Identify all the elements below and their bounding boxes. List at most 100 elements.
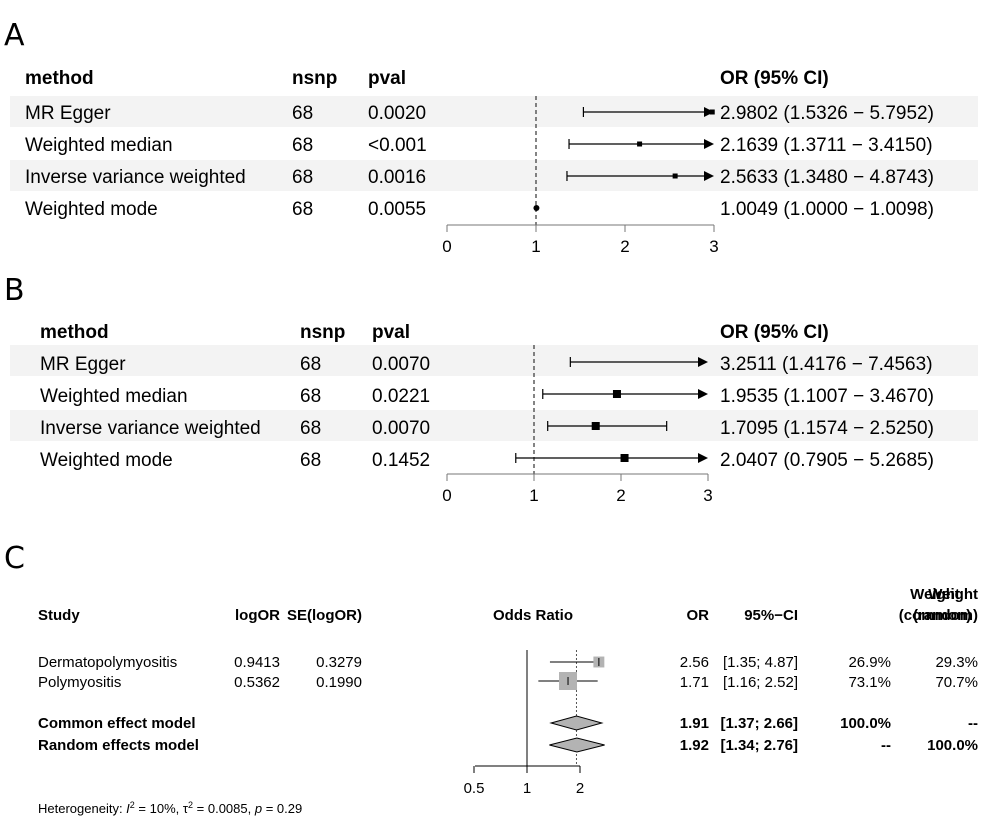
weight-common-value: 26.9%: [848, 654, 891, 671]
ci-value: [1.35; 4.87]: [723, 654, 798, 671]
heterogeneity-note: Heterogeneity: I2 = 10%, τ2 = 0.0085, p …: [38, 800, 302, 816]
i2-superscript: 2: [130, 800, 135, 810]
ci-arrow: [698, 357, 708, 367]
se-value: 0.3279: [316, 654, 362, 671]
nsnp-value: 68: [300, 386, 321, 407]
panel-label-b: B: [4, 273, 25, 308]
x-tick-label: 1: [529, 486, 538, 505]
pval-value: 0.0221: [372, 386, 430, 407]
point-estimate: [591, 422, 600, 430]
nsnp-value: 68: [300, 450, 321, 471]
column-header-method: method: [25, 68, 94, 89]
nsnp-value: 68: [292, 167, 313, 188]
or-ci-label: 2.9802 (1.5326 − 5.7952): [720, 103, 934, 124]
i2-value: = 10%,: [135, 801, 183, 816]
column-header-se: SE(logOR): [287, 607, 362, 624]
pval-value: 0.0055: [368, 199, 426, 220]
x-tick-label: 2: [576, 780, 584, 797]
forest-plot-b: 0 1 2 3: [442, 345, 713, 505]
x-tick-label: 1: [531, 237, 540, 256]
column-header-odds-ratio: Odds Ratio: [493, 607, 573, 624]
ci-value: [1.34; 2.76]: [720, 737, 798, 754]
study-name: Dermatopolymyositis: [38, 654, 177, 671]
column-header-pval: pval: [372, 322, 410, 343]
or-ci-label: 2.0407 (0.7905 − 5.2685): [720, 450, 934, 471]
pval-value: 0.0070: [372, 354, 430, 375]
ci-value: [1.16; 2.52]: [723, 674, 798, 691]
weight-common-value: --: [881, 737, 891, 754]
logor-value: 0.9413: [234, 654, 280, 671]
column-header-or-ci: OR (95% CI): [720, 68, 829, 89]
weight-random-value: --: [968, 715, 978, 732]
x-tick-label: 3: [709, 237, 718, 256]
method-label: Weighted median: [25, 135, 173, 156]
ci-value: [1.37; 2.66]: [720, 715, 798, 732]
column-header-or-ci: OR (95% CI): [720, 322, 829, 343]
panel-a: method nsnp pval OR (95% CI) MR Egger 68…: [10, 68, 978, 256]
panel-c: Weight (common) Weight (random) Study lo…: [38, 586, 978, 816]
x-tick-label: 0.5: [464, 780, 485, 797]
ci-arrow: [698, 453, 708, 463]
weight-random-value: 29.3%: [935, 654, 978, 671]
ci-arrow: [704, 139, 714, 149]
tau2-value: = 0.0085,: [193, 801, 255, 816]
column-header-or: OR: [687, 607, 710, 624]
ci-arrow: [704, 171, 714, 181]
or-ci-label: 2.5633 (1.3480 − 4.8743): [720, 167, 934, 188]
tau2-symbol: τ: [183, 801, 189, 816]
x-tick-label: 2: [620, 237, 629, 256]
panel-label-c: C: [4, 541, 25, 576]
or-ci-label: 2.1639 (1.3711 − 3.4150): [720, 135, 933, 156]
weight-common-value: 73.1%: [848, 674, 891, 691]
nsnp-value: 68: [292, 103, 313, 124]
nsnp-value: 68: [300, 354, 321, 375]
or-value: 1.91: [680, 715, 709, 732]
point-estimate: [672, 173, 678, 179]
study-name: Polymyositis: [38, 674, 121, 691]
row-band: [10, 410, 978, 441]
or-ci-label: 1.7095 (1.1574 − 2.5250): [720, 418, 934, 439]
column-header-study: Study: [38, 607, 80, 624]
method-label: MR Egger: [25, 103, 111, 124]
row-band: [10, 345, 978, 376]
pval-value: <0.001: [368, 135, 427, 156]
column-header-nsnp: nsnp: [292, 68, 337, 89]
column-header-logor: logOR: [235, 607, 280, 624]
pval-value: 0.0020: [368, 103, 426, 124]
p-symbol: p: [254, 801, 262, 816]
column-header-ci: 95%−CI: [744, 607, 798, 624]
point-estimate: [533, 205, 540, 211]
or-ci-label: 3.2511 (1.4176 − 7.4563): [720, 354, 933, 375]
column-header-weight-random-sub: (random): [913, 607, 978, 624]
or-ci-label: 1.9535 (1.1007 − 3.4670): [720, 386, 934, 407]
row-band: [10, 160, 978, 191]
pooled-diamond: [549, 737, 605, 753]
tau2-superscript: 2: [188, 800, 193, 810]
weight-random-value: 100.0%: [927, 737, 978, 754]
or-ci-label: 1.0049 (1.0000 − 1.0098): [720, 199, 934, 220]
panel-label-a: A: [4, 18, 25, 53]
method-label: Inverse variance weighted: [40, 418, 261, 439]
pval-value: 0.1452: [372, 450, 430, 471]
pval-value: 0.0016: [368, 167, 426, 188]
or-value: 1.92: [680, 737, 709, 754]
logor-value: 0.5362: [234, 674, 280, 691]
model-name: Random effects model: [38, 737, 199, 754]
nsnp-value: 68: [292, 199, 313, 220]
meta-forest-plot: 0.5 1 2: [464, 650, 605, 797]
model-name: Common effect model: [38, 715, 196, 732]
column-header-method: method: [40, 322, 109, 343]
ci-arrow: [704, 107, 714, 117]
pval-value: 0.0070: [372, 418, 430, 439]
weight-random-value: 70.7%: [935, 674, 978, 691]
se-value: 0.1990: [316, 674, 362, 691]
point-estimate: [709, 109, 715, 115]
or-value: 2.56: [680, 654, 709, 671]
method-label: Weighted median: [40, 386, 188, 407]
x-tick-label: 2: [616, 486, 625, 505]
method-label: Inverse variance weighted: [25, 167, 246, 188]
p-value: = 0.29: [262, 801, 302, 816]
i2-symbol: I: [126, 801, 130, 816]
forest-plot-a: 0 1 2 3: [442, 96, 719, 256]
